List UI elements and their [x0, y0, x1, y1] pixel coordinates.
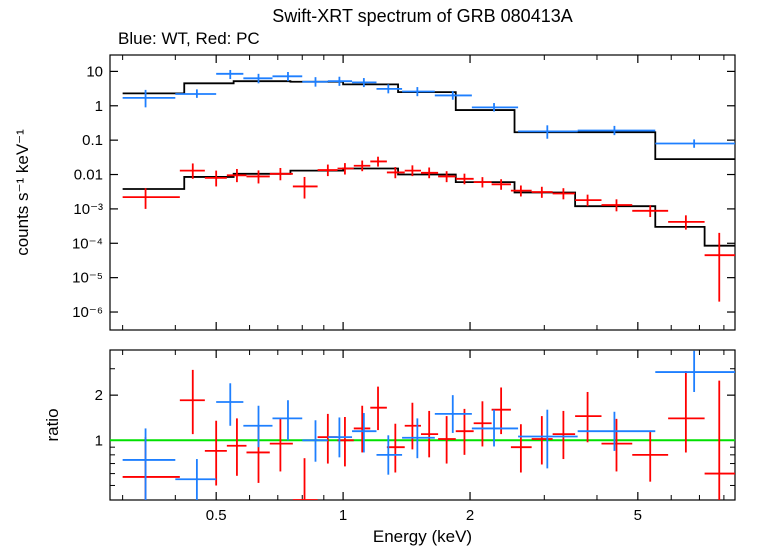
top-panel-frame [110, 55, 735, 330]
y-tick-label-top: 1 [95, 98, 103, 115]
pc-data-top [123, 157, 735, 302]
bottom-panel-frame [110, 350, 735, 500]
y-tick-label-top: 10⁻⁵ [72, 270, 103, 287]
y-tick-label-bottom: 2 [95, 387, 103, 404]
y-tick-label-top: 10 [86, 63, 103, 80]
y-tick-label-bottom: 1 [95, 432, 103, 449]
plot-title: Swift-XRT spectrum of GRB 080413A [272, 6, 572, 26]
x-tick-label: 2 [466, 507, 474, 524]
x-tick-label: 1 [339, 507, 347, 524]
y-axis-label-bottom: ratio [43, 408, 62, 441]
y-axis-label-top: counts s⁻¹ keV⁻¹ [13, 129, 32, 256]
y-tick-label-top: 10⁻⁶ [72, 304, 103, 321]
y-tick-label-top: 10⁻³ [73, 201, 103, 218]
model-wt-line [123, 81, 735, 159]
y-tick-label-top: 0.01 [74, 167, 103, 184]
x-tick-label: 0.5 [206, 507, 227, 524]
wt-data-top [123, 70, 735, 148]
model-pc-line [123, 168, 735, 245]
plot-subtitle: Blue: WT, Red: PC [118, 29, 260, 48]
x-tick-label: 5 [634, 507, 642, 524]
chart-container: Swift-XRT spectrum of GRB 080413A Blue: W… [0, 0, 758, 556]
y-tick-label-top: 10⁻⁴ [72, 235, 103, 252]
y-tick-label-top: 0.1 [82, 132, 103, 149]
spectrum-plot: Swift-XRT spectrum of GRB 080413A Blue: W… [0, 0, 758, 556]
x-axis-label: Energy (keV) [373, 527, 472, 546]
